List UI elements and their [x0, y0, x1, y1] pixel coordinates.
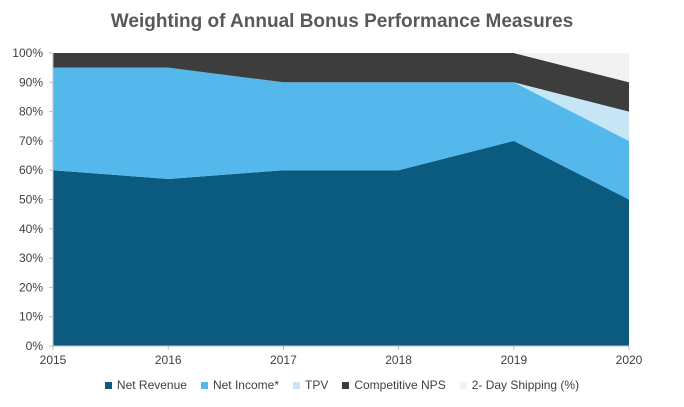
legend-label: TPV	[304, 378, 329, 392]
x-tick-label: 2019	[500, 353, 527, 367]
x-tick-label: 2015	[40, 353, 67, 367]
legend-swatch	[342, 381, 350, 389]
y-tick-label: 40%	[19, 222, 43, 236]
y-tick-label: 20%	[19, 280, 43, 294]
legend-label: Net Revenue	[116, 378, 187, 392]
y-tick-label: 30%	[19, 251, 43, 265]
y-tick-label: 10%	[19, 310, 43, 324]
area-series-4	[53, 53, 629, 83]
area-series-0	[53, 140, 629, 346]
x-tick-label: 2016	[155, 353, 182, 367]
y-tick-label: 0%	[26, 339, 44, 353]
area-series-1	[53, 67, 629, 200]
y-tick-label: 60%	[19, 163, 43, 177]
legend-swatch	[459, 381, 467, 389]
y-tick-label: 50%	[19, 193, 43, 207]
y-tick-label: 90%	[19, 75, 43, 89]
x-tick-label: 2017	[270, 353, 297, 367]
chart-title: Weighting of Annual Bonus Performance Me…	[110, 11, 574, 32]
legend-item: TPV	[292, 378, 329, 392]
legend-label: Net Income*	[212, 378, 279, 392]
legend-swatch	[104, 381, 112, 389]
area-series-3	[53, 53, 629, 112]
chart-legend: Net Revenue Net Income* TPV Competitive NPS…	[0, 378, 684, 392]
legend-item: 2- Day Shipping (%)	[459, 378, 580, 392]
x-tick-label: 2020	[616, 353, 643, 367]
y-tick-label: 80%	[19, 105, 43, 119]
x-tick-label: 2018	[385, 353, 412, 367]
legend-swatch	[200, 381, 208, 389]
legend-item: Net Income*	[200, 378, 279, 392]
y-tick-label: 100%	[12, 46, 43, 60]
legend-label: Competitive NPS	[354, 378, 446, 392]
legend-label: 2- Day Shipping (%)	[471, 378, 580, 392]
legend-swatch	[292, 381, 300, 389]
legend-item: Net Revenue	[104, 378, 187, 392]
legend-item: Competitive NPS	[342, 378, 446, 392]
y-tick-label: 70%	[19, 134, 43, 148]
